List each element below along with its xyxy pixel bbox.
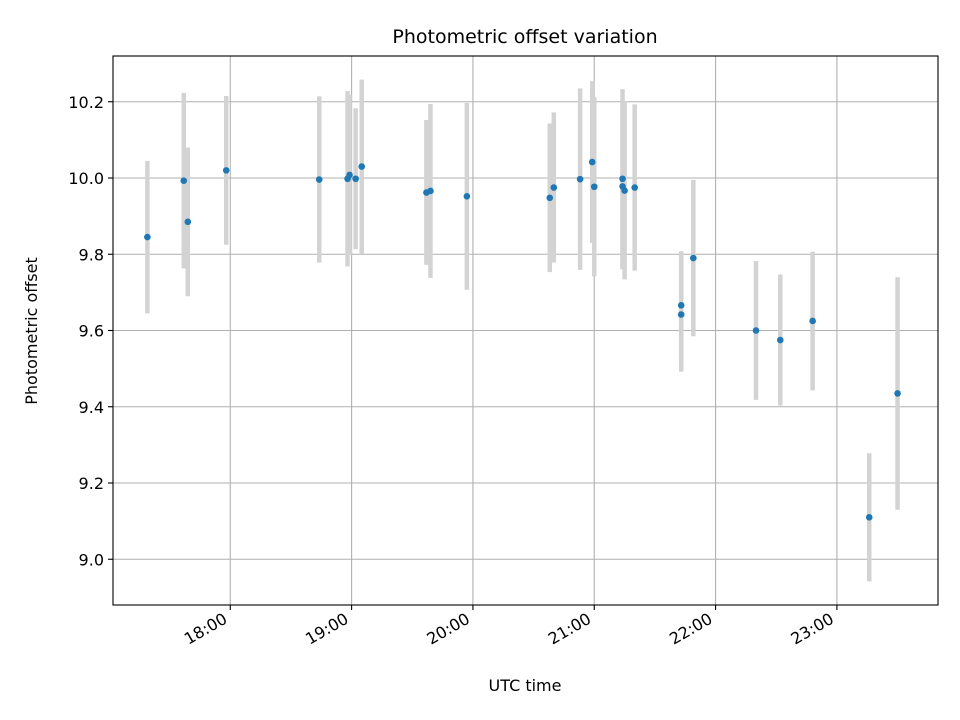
data-point (222, 167, 230, 174)
data-point (677, 311, 685, 318)
data-point (427, 187, 434, 195)
data-point (752, 327, 760, 334)
data-point (677, 302, 685, 309)
data-point (809, 317, 816, 325)
data-point (180, 177, 188, 184)
data-point (346, 171, 353, 179)
y-tick-label: 10.0 (68, 169, 104, 188)
data-point (590, 183, 598, 191)
data-point (576, 175, 584, 183)
x-axis-label: UTC time (489, 676, 562, 695)
data-point (463, 193, 471, 200)
data-point (631, 184, 638, 191)
data-point (184, 218, 192, 226)
y-tick-label: 9.6 (79, 322, 104, 341)
data-point (546, 194, 554, 202)
data-point (619, 175, 626, 183)
data-point (352, 175, 359, 183)
chart-title: Photometric offset variation (392, 26, 657, 48)
data-point (358, 163, 366, 170)
y-tick-label: 9.2 (79, 474, 104, 493)
data-point (550, 184, 558, 191)
grid (113, 56, 938, 605)
data-point (315, 176, 323, 183)
data-point (690, 254, 697, 262)
data-point (865, 514, 873, 521)
y-axis-label: Photometric offset (22, 257, 41, 405)
y-tick-label: 9.0 (79, 550, 104, 569)
data-point (776, 336, 784, 344)
data-points (144, 158, 901, 521)
data-point (144, 233, 151, 241)
y-tick-label: 9.4 (79, 398, 104, 417)
data-point (588, 158, 596, 166)
data-point (621, 187, 628, 194)
y-axis-ticks: 9.0 9.2 9.4 9.6 9.8 10.0 10.2 (68, 93, 113, 569)
y-tick-label: 10.2 (68, 93, 104, 112)
data-point (894, 390, 901, 397)
y-tick-label: 9.8 (79, 245, 104, 264)
